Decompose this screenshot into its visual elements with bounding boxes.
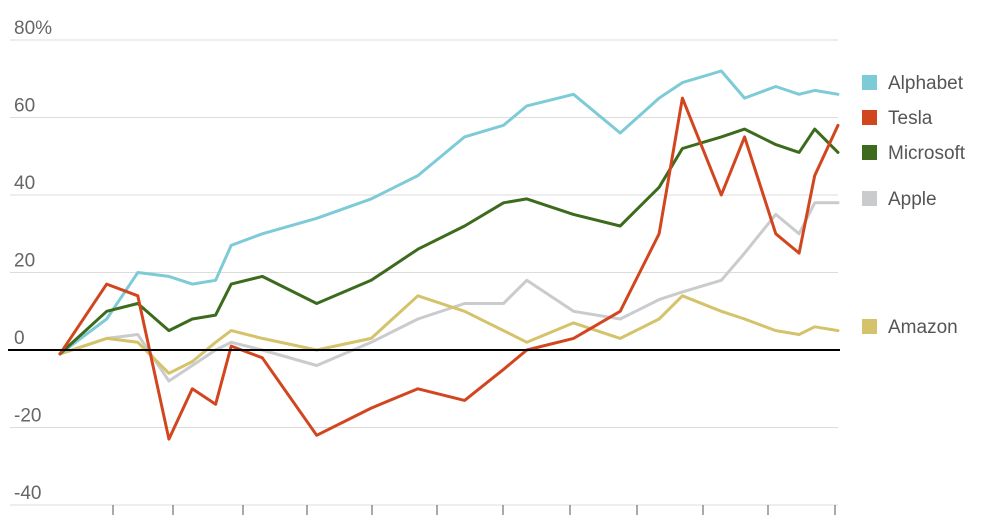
- legend-label-alphabet: Alphabet: [888, 73, 964, 94]
- y-tick-label: 80%: [14, 18, 52, 39]
- legend-label-tesla: Tesla: [888, 108, 933, 129]
- legend-swatch-apple: [862, 191, 877, 206]
- legend-swatch-amazon: [862, 319, 877, 334]
- y-tick-label: 40: [14, 173, 35, 194]
- y-tick-label: 60: [14, 96, 35, 117]
- y-axis-tick-labels: -40 -20 0 20 40 60 80%: [14, 18, 52, 504]
- x-axis-ticks: [112, 505, 836, 515]
- legend-swatch-alphabet: [862, 75, 877, 90]
- series-line-apple: [58, 201, 840, 383]
- legend-label-apple: Apple: [888, 189, 937, 210]
- legend-swatch-microsoft: [862, 145, 877, 160]
- y-tick-label: 0: [14, 328, 25, 349]
- legend-swatch-tesla: [862, 110, 877, 125]
- series-line-tesla: [58, 96, 840, 441]
- gridlines: [10, 39, 838, 506]
- legend-label-microsoft: Microsoft: [888, 143, 966, 164]
- series-line-microsoft: [58, 127, 840, 356]
- y-tick-label: -20: [14, 406, 41, 427]
- series-line-amazon: [58, 294, 840, 375]
- y-tick-label: 20: [14, 251, 35, 272]
- series-line-alphabet: [58, 69, 840, 356]
- y-tick-label: -40: [14, 483, 41, 504]
- legend: Alphabet Tesla Microsoft Apple Amazon: [862, 73, 966, 338]
- legend-label-amazon: Amazon: [888, 317, 958, 338]
- series-lines: [58, 69, 840, 441]
